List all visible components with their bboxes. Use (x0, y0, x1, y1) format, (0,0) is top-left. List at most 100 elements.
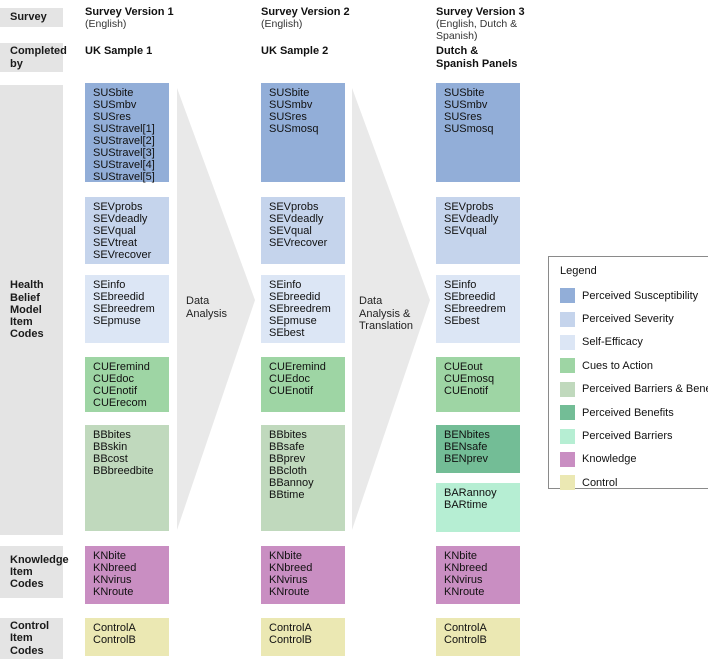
item-code-box-cues-to-action: CUEremind CUEdoc CUEnotif (261, 357, 345, 412)
item-code: SEbreedrem (93, 302, 155, 315)
item-code: SUSbite (93, 87, 134, 99)
item-code: BBcost (93, 452, 128, 465)
row-label-control-item-codes: Control Item Codes (0, 618, 63, 659)
item-code: CUEnotif (93, 384, 138, 397)
completed-by-uk-sample-1: UK Sample 1 (85, 45, 153, 57)
item-code: CUEout (444, 361, 483, 373)
item-code: BBcloth (269, 464, 307, 477)
legend-entry-label: Perceived Severity (582, 313, 674, 326)
item-code: BENbites (444, 429, 490, 441)
item-code-box-perceived-severity: SEVprobs SEVdeadly SEVqual SEVtreat SEVrecov… (85, 197, 169, 264)
item-code-box-perceived-barriers-benefits: BBbites BBskin BBcost BBbreedbite (85, 425, 169, 531)
item-code-box-perceived-susceptibility: SUSbite SUSmbv SUSres SUStravel[1] SUStravel… (85, 83, 169, 183)
item-code-box-cues-to-action: CUEout CUEmosq CUEnotif (436, 357, 520, 412)
item-code: SEbreedrem (269, 302, 331, 315)
item-code: SEVdeadly (444, 212, 499, 225)
item-code: SEpmuse (269, 314, 317, 327)
item-code: SEVtreat (93, 236, 138, 249)
item-code: KNbite (269, 550, 303, 562)
item-code: ControlB (93, 633, 136, 646)
item-code: BBbreedbite (93, 464, 154, 477)
item-code: CUEnotif (444, 384, 489, 397)
legend-entry: Self-Efficacy (560, 331, 704, 354)
color-swatch-icon (560, 311, 575, 327)
item-code-box-cues-to-action: CUEremind CUEdoc CUEnotif CUErecom (85, 357, 169, 412)
legend-box: Legend Perceived Susceptibility Perceived… (548, 256, 708, 491)
item-code-box-perceived-susceptibility: SUSbite SUSmbv SUSres SUSmosq (436, 83, 520, 182)
color-swatch-icon (560, 288, 575, 304)
item-code: ControlA (444, 622, 487, 634)
column-subtitle: (English) (261, 18, 303, 30)
color-swatch-icon (560, 405, 575, 421)
item-code: SEVqual (444, 224, 487, 237)
legend-entry: Perceived Benefits (560, 401, 704, 424)
item-code: BBtime (269, 488, 305, 501)
item-code-box-perceived-barriers-benefits: BBbites BBsafe BBprev BBcloth BBannoy BBtime (261, 425, 345, 531)
legend-entry: Control (560, 471, 704, 494)
item-code: SUStravel[1] (93, 122, 155, 135)
item-code: SEinfo (444, 279, 477, 291)
row-label-health-belief-model-item-codes: Health Belief Model Item Codes (0, 85, 63, 535)
column-header-survey-version-3: Survey Version 3 (English, Dutch & Spani… (436, 6, 551, 42)
item-code: KNroute (444, 585, 485, 598)
item-code: SUStravel[2] (93, 134, 155, 147)
item-code: SEpmuse (93, 314, 141, 327)
completed-by-dutch-spanish-panels: Dutch & Spanish Panels (436, 45, 518, 70)
item-code: SUStravel[5] (93, 170, 155, 183)
item-code: SUSbite (444, 87, 485, 99)
item-code-box-control: ControlA ControlB (261, 618, 345, 656)
item-code: BBskin (93, 440, 128, 453)
item-code: SUStravel[4] (93, 158, 155, 171)
legend-entry-label: Self-Efficacy (582, 336, 643, 349)
legend-entry: Perceived Susceptibility (560, 284, 704, 307)
item-code-box-self-efficacy: SEinfo SEbreedid SEbreedrem SEpmuse (85, 275, 169, 343)
row-label-knowledge-item-codes: Knowledge Item Codes (0, 546, 69, 598)
item-code: SUSres (444, 110, 482, 123)
item-code: SEVprobs (444, 201, 494, 213)
legend-entry: Perceived Barriers (560, 424, 704, 447)
item-code: BARtime (444, 498, 488, 511)
item-code: KNbreed (444, 561, 488, 574)
item-code: SEbest (269, 326, 305, 339)
item-code: SUSbite (269, 87, 310, 99)
row-label-survey: Survey (0, 8, 63, 27)
legend-title: Legend (560, 265, 597, 277)
item-code: SEbreedrem (444, 302, 506, 315)
row-label-completed-by: Completed by (0, 43, 67, 72)
legend-entry-label: Perceived Barriers & Benefits (582, 383, 708, 396)
item-code: ControlA (269, 622, 312, 634)
item-code: KNvirus (93, 573, 132, 586)
item-code: KNroute (269, 585, 310, 598)
item-code-box-perceived-benefits: BENbites BENsafe BENprev (436, 425, 520, 473)
legend-entry-label: Perceived Susceptibility (582, 289, 699, 302)
item-code: ControlB (269, 633, 312, 646)
item-code: CUEdoc (93, 372, 134, 385)
item-code: SEVprobs (93, 201, 143, 213)
color-swatch-icon (560, 358, 575, 374)
item-code: SEbreedid (269, 290, 321, 303)
item-code: CUEdoc (269, 372, 310, 385)
color-swatch-icon (560, 428, 575, 444)
item-code-box-self-efficacy: SEinfo SEbreedid SEbreedrem SEpmuse SEbest (261, 275, 345, 343)
item-code: BBannoy (269, 476, 314, 489)
color-swatch-icon (560, 451, 575, 467)
item-code: SEVqual (269, 224, 312, 237)
legend-entry-label: Cues to Action (582, 359, 653, 372)
completed-by-uk-sample-2: UK Sample 2 (261, 45, 329, 57)
legend-entry: Cues to Action (560, 354, 704, 377)
column-header-survey-version-2: Survey Version 2 (English) (261, 6, 376, 31)
column-title: Survey Version 3 (436, 6, 525, 18)
item-code: KNbite (444, 550, 478, 562)
column-subtitle: (English) (85, 18, 127, 30)
item-code: SUSmosq (444, 122, 494, 135)
column-subtitle: (English, Dutch & Spanish) (436, 18, 518, 42)
legend-entry: Knowledge (560, 448, 704, 471)
item-code: SUSmosq (269, 122, 319, 135)
item-code: ControlB (444, 633, 487, 646)
item-code-box-control: ControlA ControlB (85, 618, 169, 656)
legend-entry-label: Perceived Barriers (582, 430, 673, 443)
item-code: SEinfo (93, 279, 126, 291)
item-code: CUEremind (93, 361, 150, 373)
item-code: KNvirus (269, 573, 308, 586)
